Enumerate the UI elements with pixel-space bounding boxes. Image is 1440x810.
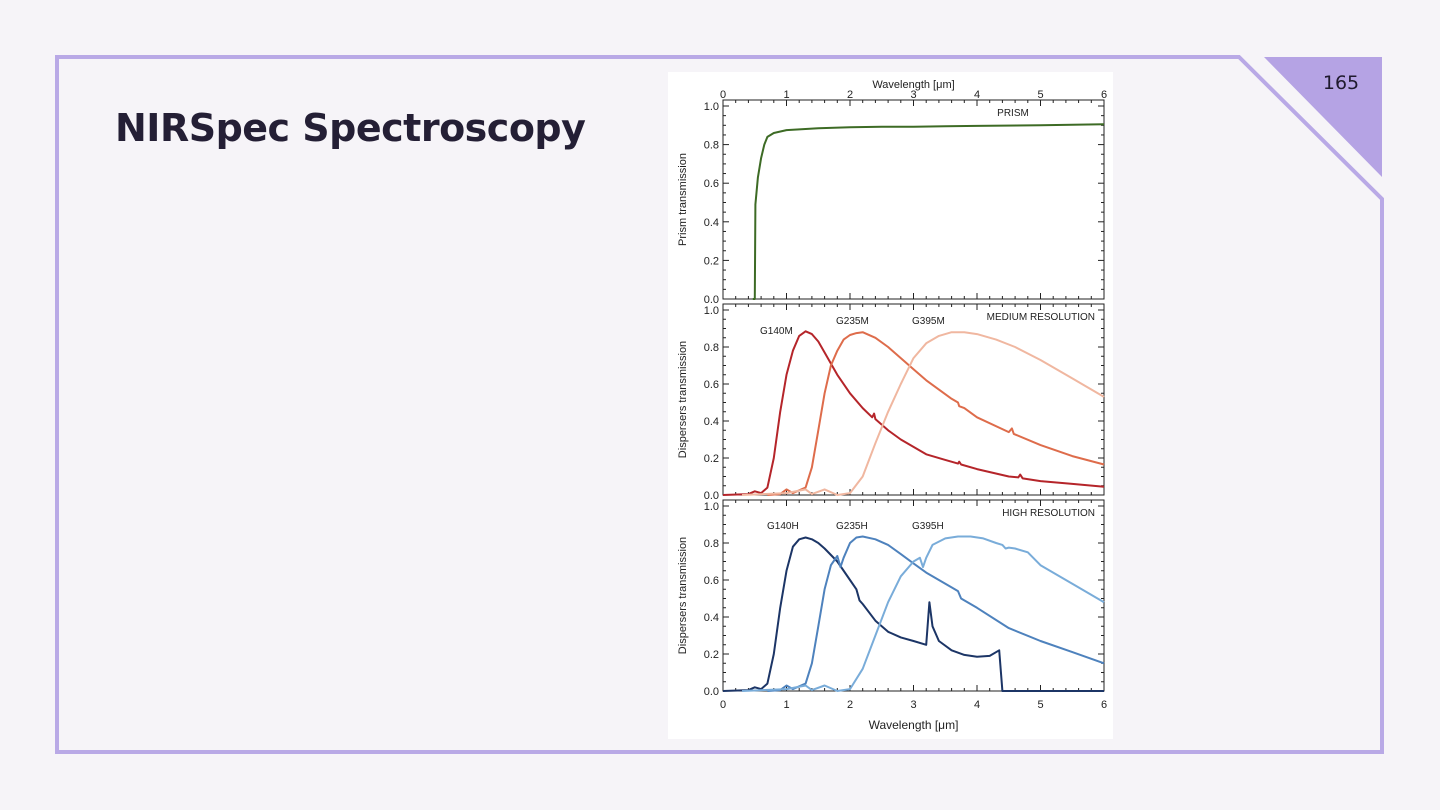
series-label-g235h: G235H xyxy=(836,521,868,532)
y-tick-label: 0.6 xyxy=(704,379,719,391)
y-tick-label: 1.0 xyxy=(704,501,719,513)
series-line-g235h xyxy=(767,535,1105,692)
series-line-g395m xyxy=(741,331,1105,496)
panel-label: MEDIUM RESOLUTION xyxy=(987,312,1095,323)
y-tick-label: 0.8 xyxy=(704,140,719,152)
x-axis-label-bottom: Wavelength [μm] xyxy=(869,718,959,732)
y-tick-label: 0.2 xyxy=(704,453,719,465)
transmission-chart: 0.0 0.2 0.4 0.6 0.8 1.0 Prism transmission PRIS… xyxy=(677,79,1107,732)
y-tick-label: 0.6 xyxy=(704,575,719,587)
x-tick-label-bottom: 6 xyxy=(1101,699,1107,711)
plot-frame xyxy=(722,99,1105,300)
slide-border xyxy=(55,55,1384,754)
panel-label: HIGH RESOLUTION xyxy=(1002,508,1095,519)
x-tick-label-bottom: 4 xyxy=(974,699,980,711)
y-tick-label: 0.0 xyxy=(704,490,719,502)
y-tick-label: 0.4 xyxy=(704,416,719,428)
panel-medium-resolution: 0.0 0.2 0.4 0.6 0.8 1.0 Dispersers transmissio… xyxy=(677,303,1105,502)
x-tick-label-top: 4 xyxy=(974,89,980,101)
series-line-g140h xyxy=(722,536,1104,692)
x-tick-label-top: 6 xyxy=(1101,89,1107,101)
x-tick-label-bottom: 1 xyxy=(783,699,789,711)
x-tick-label-bottom: 2 xyxy=(847,699,853,711)
x-tick-label-top: 5 xyxy=(1037,89,1043,101)
y-tick-label: 0.4 xyxy=(704,217,719,229)
x-tick-label-bottom: 0 xyxy=(720,699,726,711)
y-tick-label: 0.8 xyxy=(704,538,719,550)
page-number: 165 xyxy=(1322,72,1360,94)
y-tick-label: 0.0 xyxy=(704,686,719,698)
series-line-g140m xyxy=(722,330,1105,496)
series-label-g140m: G140M xyxy=(760,326,793,337)
x-axis-label-top: Wavelength [μm] xyxy=(872,79,954,91)
corner-fold xyxy=(1264,57,1382,177)
panel-prism: 0.0 0.2 0.4 0.6 0.8 1.0 Prism transmission PRIS… xyxy=(677,79,1107,306)
panel-label: PRISM xyxy=(997,108,1029,119)
series-label-g395m: G395M xyxy=(912,316,945,327)
x-tick-label-top: 1 xyxy=(783,89,789,101)
nirspec-transmission-figure: 0.0 0.2 0.4 0.6 0.8 1.0 Prism transmission PRIS… xyxy=(668,72,1113,739)
panel-high-resolution: 0.0 0.2 0.4 0.6 0.8 1.0 Dispersers transmissio… xyxy=(677,499,1107,732)
y-tick-label: 0.8 xyxy=(704,342,719,354)
y-tick-label: 1.0 xyxy=(704,305,719,317)
y-tick-label: 1.0 xyxy=(704,101,719,113)
y-tick-label: 0.0 xyxy=(704,294,719,306)
x-tick-label-top: 3 xyxy=(910,89,916,101)
x-tick-label-bottom: 5 xyxy=(1037,699,1043,711)
series-label-g140h: G140H xyxy=(767,521,799,532)
slide-title: NIRSpec Spectroscopy xyxy=(115,106,586,150)
y-tick-label: 0.2 xyxy=(704,255,719,267)
y-axis-label: Prism transmission xyxy=(677,153,689,246)
y-tick-label: 0.2 xyxy=(704,649,719,661)
x-tick-label-bottom: 3 xyxy=(910,699,916,711)
series-line-prism xyxy=(752,123,1105,300)
series-label-g235m: G235M xyxy=(836,316,869,327)
x-tick-label-top: 0 xyxy=(720,89,726,101)
series-label-g395h: G395H xyxy=(912,521,944,532)
y-tick-label: 0.6 xyxy=(704,178,719,190)
x-tick-label-top: 2 xyxy=(847,89,853,101)
y-axis-label: Dispersers transmission xyxy=(677,537,689,654)
y-tick-label: 0.4 xyxy=(704,612,719,624)
y-axis-label: Dispersers transmission xyxy=(677,341,689,458)
series-line-g395h xyxy=(741,535,1105,692)
series-line-g235m xyxy=(767,331,1105,496)
